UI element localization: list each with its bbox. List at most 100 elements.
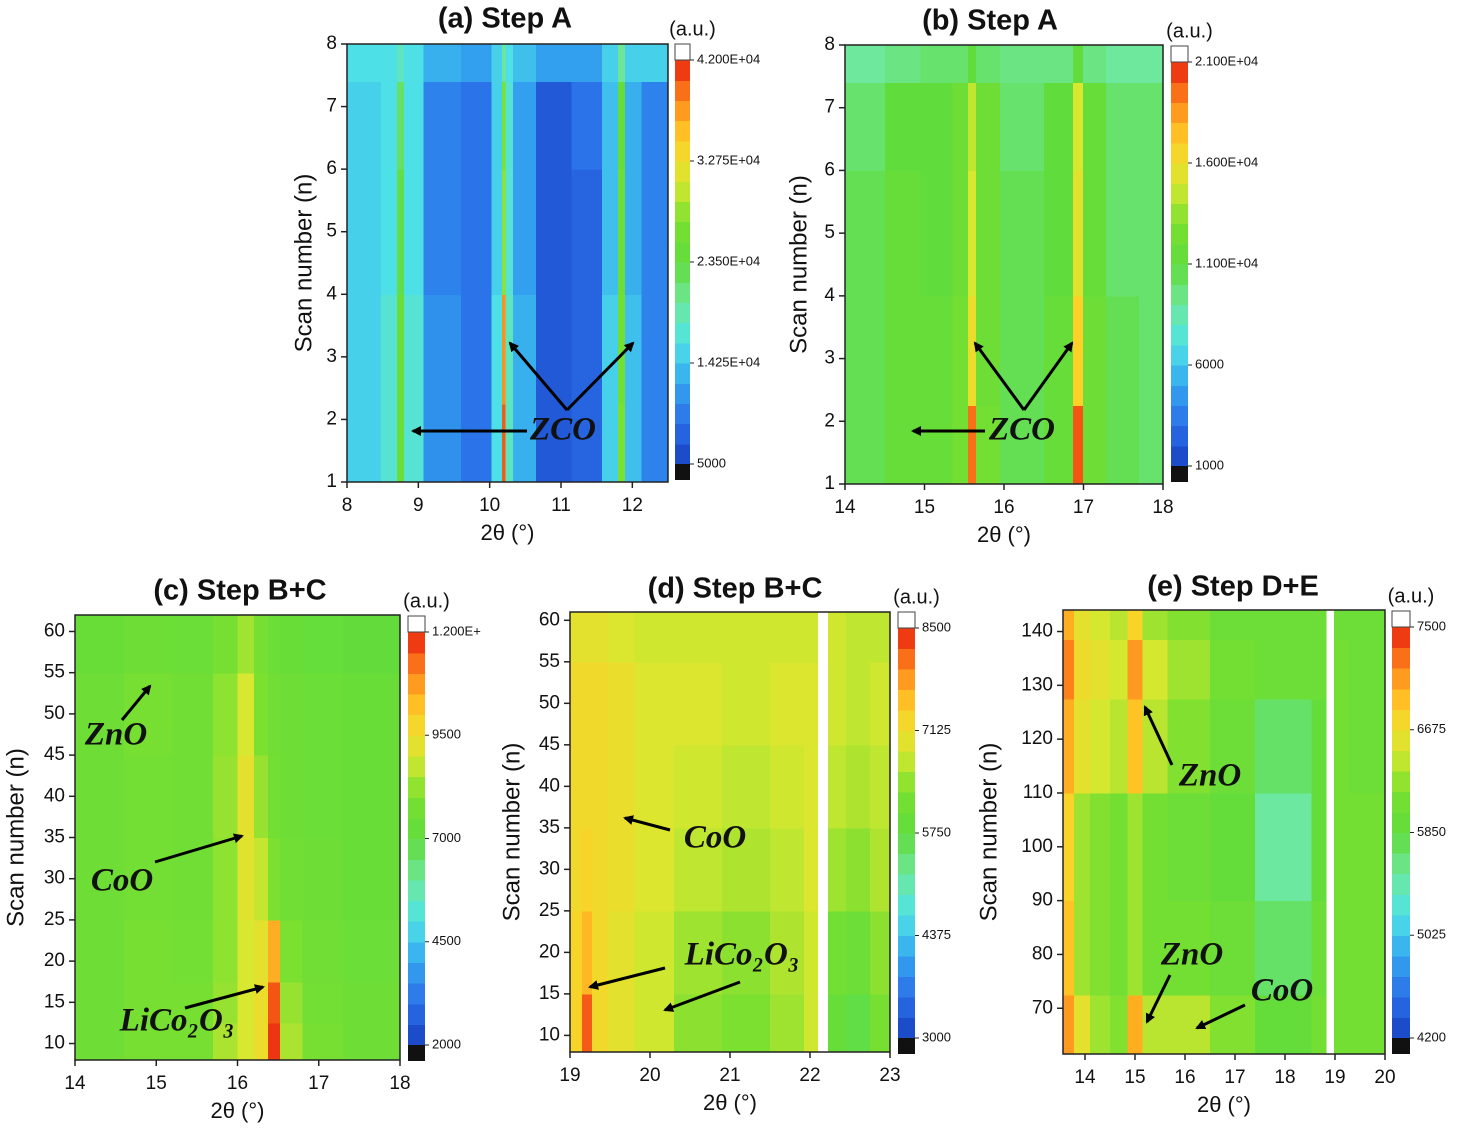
- heatmap-cell: [213, 981, 239, 1024]
- x-tick-label: 17: [308, 1073, 329, 1094]
- heatmap-cell: [1326, 792, 1335, 902]
- heatmap-cell: [267, 615, 281, 674]
- colorbar-step: [1171, 284, 1188, 305]
- heatmap-cell: [1072, 405, 1084, 485]
- colorbar-step: [898, 751, 915, 773]
- x-tick-label: 21: [719, 1065, 740, 1086]
- colorbar-tick-label: 5025: [1417, 927, 1446, 942]
- y-axis-label: Scan number (n): [2, 748, 29, 927]
- heatmap-cell: [1043, 170, 1074, 297]
- heatmap-cell: [1072, 82, 1084, 172]
- colorbar-step: [675, 60, 690, 81]
- heatmap-cell: [1073, 792, 1091, 902]
- heatmap-cell: [491, 403, 503, 483]
- heatmap-cell: [618, 169, 626, 295]
- heatmap-cell: [1311, 610, 1327, 641]
- colorbar-step: [675, 140, 690, 162]
- colorbar-step: [898, 771, 915, 793]
- heatmap-cell: [1255, 610, 1289, 641]
- colorbar-under: [1171, 466, 1188, 482]
- y-tick-label: 20: [44, 950, 65, 971]
- colorbar-step: [675, 241, 690, 263]
- heatmap-cell: [828, 661, 847, 746]
- colorbar-label: (a.u.): [1166, 20, 1213, 42]
- colorbar-step: [1171, 62, 1188, 83]
- heatmap-cell: [1127, 900, 1144, 996]
- colorbar-step: [898, 853, 915, 875]
- x-axis-label: 2θ (°): [480, 520, 534, 545]
- heatmap-cell: [571, 169, 603, 295]
- y-tick-label: 8: [824, 34, 835, 55]
- heatmap-cell: [302, 755, 344, 839]
- colorbar-step: [408, 652, 425, 674]
- heatmap-cell: [1326, 639, 1335, 700]
- heatmap-cell: [884, 45, 922, 84]
- heatmap-cell: [404, 403, 425, 483]
- colorbar-step: [898, 648, 915, 670]
- heatmap-cell: [920, 405, 953, 485]
- heatmap-cell: [123, 981, 174, 1024]
- colorbar-step: [898, 812, 915, 834]
- heatmap-cell: [570, 612, 583, 663]
- heatmap-cell: [1063, 900, 1075, 996]
- heatmap-cell: [213, 672, 239, 756]
- colorbar-step: [898, 730, 915, 752]
- colorbar-step: [675, 282, 690, 303]
- heatmap-cell: [253, 755, 269, 839]
- annotation: CoO: [684, 820, 746, 856]
- heatmap-cell: [347, 403, 382, 483]
- colorbar-step: [675, 443, 690, 465]
- heatmap-cell: [75, 981, 125, 1024]
- x-tick-label: 20: [1374, 1067, 1395, 1088]
- heatmap-cell: [884, 405, 922, 485]
- colorbar-step: [408, 714, 425, 736]
- heatmap-cell: [608, 993, 635, 1053]
- x-tick-label: 17: [1224, 1067, 1245, 1088]
- heatmap-cell: [804, 612, 819, 663]
- colorbar-step: [1392, 976, 1410, 998]
- y-tick-label: 1: [326, 471, 337, 492]
- heatmap-cell: [1167, 792, 1211, 902]
- heatmap-cell: [846, 910, 871, 995]
- y-tick-label: 120: [1021, 728, 1053, 749]
- heatmap-cell: [1139, 295, 1164, 407]
- heatmap-cell: [804, 827, 819, 912]
- heatmap-cell: [846, 827, 871, 912]
- colorbar-step: [408, 797, 425, 819]
- x-tick-label: 14: [834, 497, 856, 518]
- heatmap-cell: [976, 170, 1001, 297]
- heatmap-cell: [1139, 45, 1164, 84]
- colorbar-step: [1392, 811, 1410, 834]
- colorbar-label: (a.u.): [403, 590, 450, 612]
- heatmap-cell: [722, 910, 771, 995]
- heatmap-cell: [1311, 900, 1327, 996]
- colorbar-step: [675, 181, 690, 202]
- heatmap-cell: [804, 744, 819, 829]
- colorbar-tick-label: 5750: [922, 824, 951, 839]
- colorbar-step: [898, 915, 915, 937]
- heatmap-cell: [302, 919, 344, 983]
- colorbar-step: [408, 632, 425, 654]
- heatmap-cell: [952, 45, 969, 84]
- heatmap-cell: [1348, 698, 1386, 794]
- colorbar-step: [1171, 102, 1188, 124]
- y-tick-label: 2: [326, 408, 337, 429]
- colorbar-tick-label: 5000: [697, 455, 726, 470]
- chart-title: (b) Step A: [922, 5, 1058, 37]
- annotation-arrow: [120, 684, 152, 721]
- heatmap-cell: [396, 403, 405, 483]
- colorbar-step: [675, 100, 690, 122]
- heatmap-cell: [423, 81, 462, 170]
- heatmap-cell: [602, 81, 619, 170]
- heatmap-cell: [267, 755, 281, 839]
- colorbar-step: [898, 1017, 915, 1039]
- colorbar-step: [898, 976, 915, 998]
- colorbar-label: (a.u.): [669, 18, 716, 40]
- heatmap-cell: [423, 403, 462, 483]
- heatmap-cell: [1090, 994, 1111, 1055]
- annotation-arrow: [623, 815, 671, 832]
- heatmap-cell: [423, 169, 462, 295]
- annotation: ZnO: [1160, 937, 1223, 973]
- heatmap-cell: [280, 837, 304, 921]
- heatmap-cell: [582, 744, 593, 829]
